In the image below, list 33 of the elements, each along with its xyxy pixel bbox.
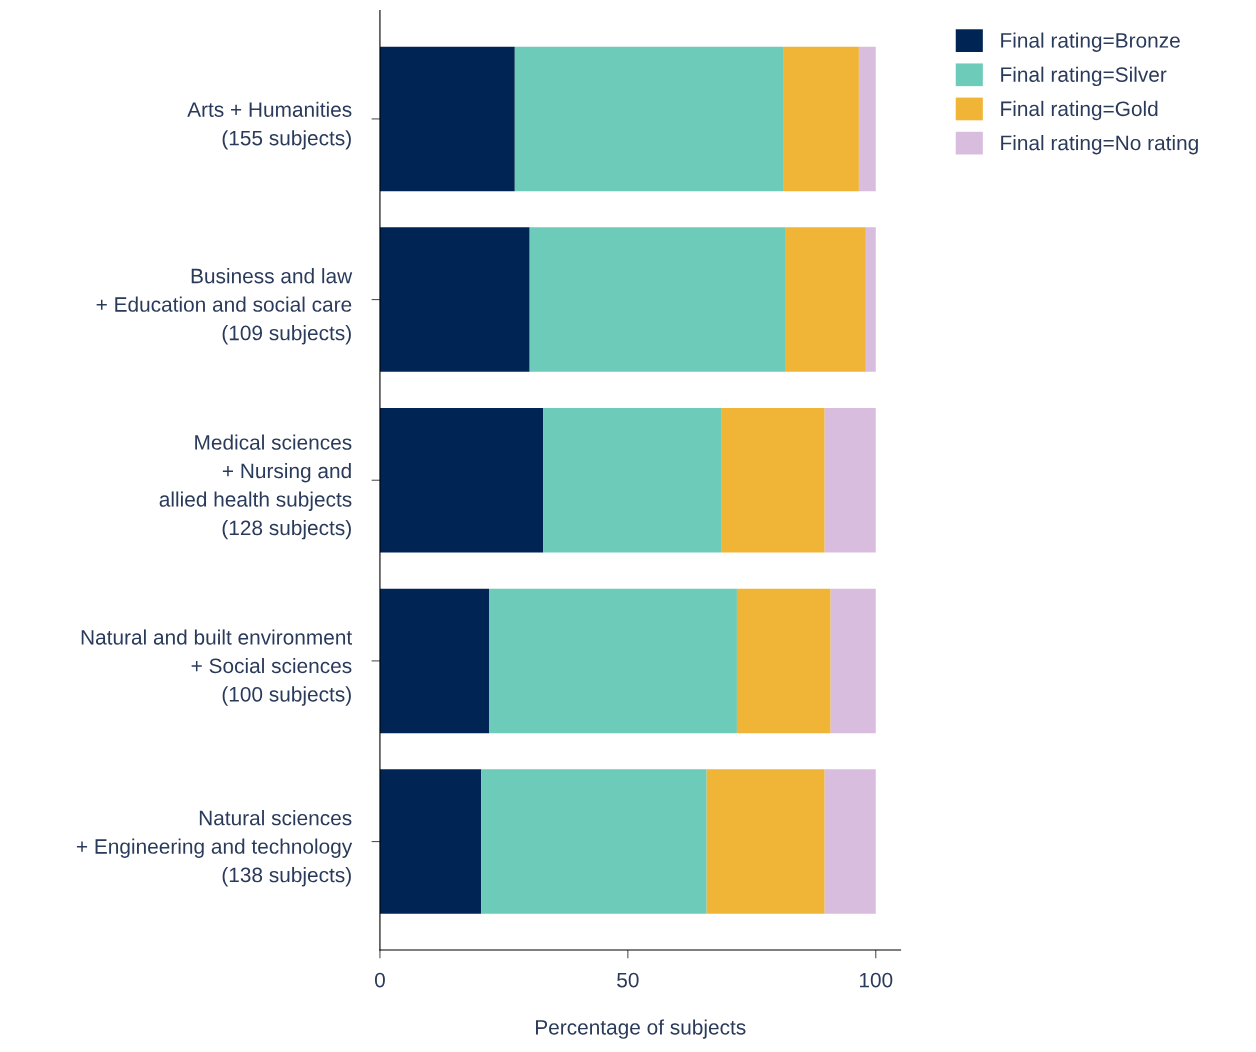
- y-tick-label: Natural and built environment + Social sciences (100 subjects): [81, 629, 353, 706]
- y-tick-label: Medical sciences + Nursing and allied health subjects (128 subjects): [159, 434, 352, 540]
- bar: [379, 407, 544, 553]
- bar: [481, 769, 707, 914]
- y-tick-label: Natural sciences + Engineering and technology (138 subjects): [76, 810, 353, 887]
- bar: [543, 407, 722, 553]
- bar: [785, 227, 866, 372]
- x-tick-label: 50: [617, 972, 639, 988]
- x-tick-label: 100: [859, 972, 893, 988]
- bar: [489, 588, 737, 734]
- bar: [721, 407, 825, 553]
- bar: [865, 227, 876, 372]
- bar: [824, 407, 876, 553]
- bar: [379, 588, 490, 734]
- y-tick-label: Arts + Humanities (155 subjects): [187, 101, 352, 150]
- x-tick-label: 0: [374, 972, 385, 988]
- bar: [830, 588, 876, 734]
- bar: [824, 769, 876, 914]
- y-tick-label: Business and law + Education and social care (109 subjects): [96, 268, 353, 345]
- bar: [379, 769, 482, 914]
- bar: [706, 769, 825, 914]
- bar: [529, 227, 786, 372]
- legend-label: Final rating=Bronze: [1001, 32, 1180, 52]
- bar: [858, 46, 876, 192]
- legend-label: Final rating=No rating: [1001, 135, 1198, 155]
- legend-label: Final rating=Silver: [1001, 66, 1167, 87]
- x-axis-title: Percentage of subjects: [535, 1019, 746, 1039]
- bar: [783, 46, 859, 192]
- bar: [379, 46, 515, 192]
- bar: [736, 588, 831, 734]
- legend-label: Final rating=Gold: [1001, 100, 1158, 121]
- bar: [379, 227, 530, 372]
- bar: [514, 46, 784, 192]
